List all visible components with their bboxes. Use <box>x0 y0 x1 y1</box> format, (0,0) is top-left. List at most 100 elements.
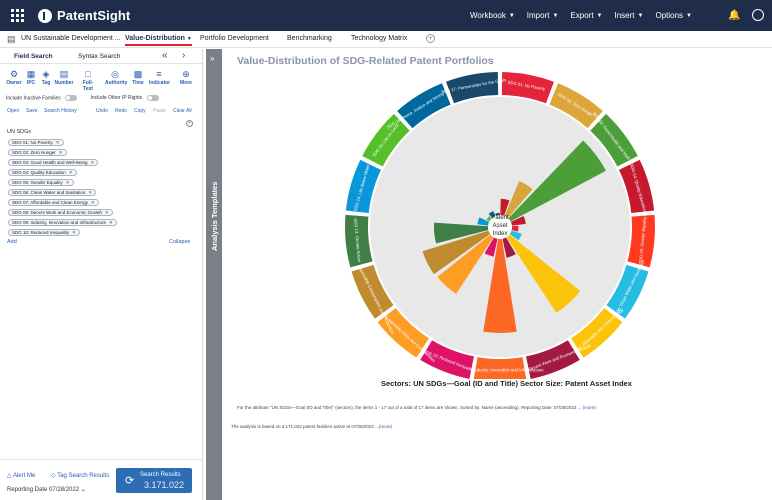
tab-field-search[interactable]: Field Search <box>14 53 53 60</box>
clear-all-button[interactable]: Clear All <box>173 108 192 114</box>
menu-import[interactable]: Import ▼ <box>526 11 559 20</box>
sector-ring-segment[interactable] <box>362 113 410 167</box>
sector-ring-segment[interactable] <box>606 264 649 319</box>
sector-bar[interactable] <box>495 212 500 216</box>
double-chevron-left-icon[interactable]: « <box>162 50 168 61</box>
filter-chip[interactable]: SDG 06: Clean Water and Sanitation ✕ <box>8 189 97 196</box>
sector-bar[interactable] <box>510 216 526 226</box>
paste-button[interactable]: Paste <box>153 108 166 114</box>
tool-more[interactable]: ⊕ More <box>176 69 196 86</box>
open-button[interactable]: Open <box>7 108 20 114</box>
tag-search-results-link[interactable]: ◇ Tag Search Results <box>51 473 110 479</box>
more-link[interactable]: (more) <box>582 405 596 410</box>
tool-number[interactable]: ▤ Number <box>54 69 74 86</box>
menu-export[interactable]: Export ▼ <box>570 11 603 20</box>
sector-bar[interactable] <box>511 225 519 232</box>
tool-full-text[interactable]: □ Full-Text <box>78 69 98 92</box>
undo-button[interactable]: Undo <box>96 108 108 114</box>
tool-owner[interactable]: ⚙ Owner <box>4 69 24 86</box>
sector-ring-segment[interactable] <box>446 72 499 104</box>
sector-bar[interactable] <box>483 238 517 333</box>
include-inactive-toggle[interactable] <box>65 95 78 101</box>
close-icon[interactable]: ✕ <box>104 210 109 215</box>
chevron-down-icon[interactable]: ▼ <box>186 36 192 42</box>
filter-chip[interactable]: SDG 02: Zero Hunger ✕ <box>8 149 67 156</box>
add-link[interactable]: Add <box>7 239 17 245</box>
sector-bar[interactable] <box>437 234 494 294</box>
close-icon[interactable]: ✕ <box>68 170 73 175</box>
app-grid-icon[interactable] <box>11 8 25 23</box>
bell-icon[interactable]: 🔔 <box>728 10 741 21</box>
sector-bar[interactable] <box>486 216 492 222</box>
chevron-right-icon[interactable]: › <box>182 50 186 61</box>
sector-ring-segment[interactable] <box>345 159 382 213</box>
copy-button[interactable]: Copy <box>134 108 146 114</box>
sector-bar[interactable] <box>509 230 522 241</box>
filter-chip[interactable]: SDG 03: Good Health and Well-Being ✕ <box>8 159 99 166</box>
include-other-ip-toggle[interactable] <box>146 95 159 101</box>
sector-bar[interactable] <box>508 140 606 222</box>
close-icon[interactable]: ✕ <box>90 200 95 205</box>
menu-workbook[interactable]: Workbook ▼ <box>469 11 515 20</box>
sector-ring-segment[interactable] <box>618 159 655 213</box>
search-results-button[interactable]: ⟳ Search Results 3.171.022 <box>116 468 192 493</box>
collapse-link[interactable]: Collapse <box>169 239 191 245</box>
filter-chip[interactable]: SDG 07: Affordable and Clean Energy ✕ <box>8 199 99 206</box>
double-chevron-right-icon[interactable]: » <box>210 54 215 63</box>
filter-chip[interactable]: SDG 09: Industry, Innovation and Infrast… <box>8 219 117 226</box>
user-avatar-icon[interactable] <box>752 9 764 21</box>
sector-bar[interactable] <box>488 210 496 218</box>
tab-un-sdg[interactable]: UN Sustainable Development ... <box>21 35 121 42</box>
close-icon[interactable]: ✕ <box>108 220 113 225</box>
filter-chip[interactable]: SDG 08: Decent Work and Economic Growth ✕ <box>8 209 113 216</box>
filter-chip[interactable]: SDG 04: Quality Education ✕ <box>8 169 77 176</box>
add-criterion-icon[interactable]: + <box>186 120 193 127</box>
sector-bar[interactable] <box>506 234 581 313</box>
sector-bar[interactable] <box>477 217 490 226</box>
sector-ring-segment[interactable] <box>627 214 655 268</box>
sector-ring-segment[interactable] <box>526 340 580 379</box>
sector-ring-segment[interactable] <box>473 357 527 379</box>
filter-chip[interactable]: SDG 10: Reduced Inequality ✕ <box>8 229 80 236</box>
sector-ring-segment[interactable] <box>397 83 451 129</box>
filter-chip[interactable]: SDG 05: Gender Equality ✕ <box>8 179 74 186</box>
sector-ring-segment[interactable] <box>549 83 603 129</box>
tool-tag[interactable]: ◈ Tag <box>36 69 56 86</box>
tab-benchmarking[interactable]: Benchmarking <box>287 35 332 42</box>
alert-me-link[interactable]: △ Alert Me <box>7 473 36 479</box>
close-icon[interactable]: ✕ <box>58 150 63 155</box>
sector-ring-segment[interactable] <box>345 214 373 268</box>
tool-ipc[interactable]: ▦ IPC <box>21 69 41 86</box>
menu-options[interactable]: Options ▼ <box>655 11 692 20</box>
tab-syntax-search[interactable]: Syntax Search <box>78 53 121 60</box>
tool-indicator[interactable]: ≡ Indicator <box>149 69 171 86</box>
redo-button[interactable]: Redo <box>115 108 127 114</box>
sector-bar[interactable] <box>434 222 489 244</box>
sector-bar[interactable] <box>500 198 510 216</box>
tab-value-distribution[interactable]: Value-Distribution ▼ <box>125 35 192 46</box>
tab-technology-matrix[interactable]: Technology Matrix <box>351 35 408 42</box>
add-tab-icon[interactable]: + <box>426 34 435 43</box>
close-icon[interactable]: ✕ <box>65 180 70 185</box>
close-icon[interactable]: ✕ <box>88 190 93 195</box>
analysis-templates-strip[interactable]: » Analysis Templates <box>206 49 222 500</box>
sector-ring-segment[interactable] <box>590 113 638 167</box>
reporting-date[interactable]: Reporting Date 07/28/2022 ⌄ <box>7 487 86 493</box>
search-history-button[interactable]: Search History <box>44 108 77 114</box>
sector-ring-segment[interactable] <box>501 72 554 104</box>
tool-authority[interactable]: ◎ Authority <box>105 69 128 86</box>
sector-bar[interactable] <box>504 181 533 218</box>
sector-bar[interactable] <box>502 237 516 258</box>
save-button[interactable]: Save <box>26 108 38 114</box>
tool-time[interactable]: ▩ Time <box>128 69 148 86</box>
tab-portfolio-development[interactable]: Portfolio Development <box>200 35 269 42</box>
close-icon[interactable]: ✕ <box>72 230 76 235</box>
sector-bar[interactable] <box>422 230 491 275</box>
sector-bar[interactable] <box>484 237 498 257</box>
sector-ring-segment[interactable] <box>351 264 394 319</box>
menu-insert[interactable]: Insert ▼ <box>614 11 644 20</box>
sector-ring-segment[interactable] <box>377 308 429 358</box>
more-link[interactable]: (more) <box>378 424 393 429</box>
sector-ring-segment[interactable] <box>571 308 623 358</box>
close-icon[interactable]: ✕ <box>90 160 95 165</box>
